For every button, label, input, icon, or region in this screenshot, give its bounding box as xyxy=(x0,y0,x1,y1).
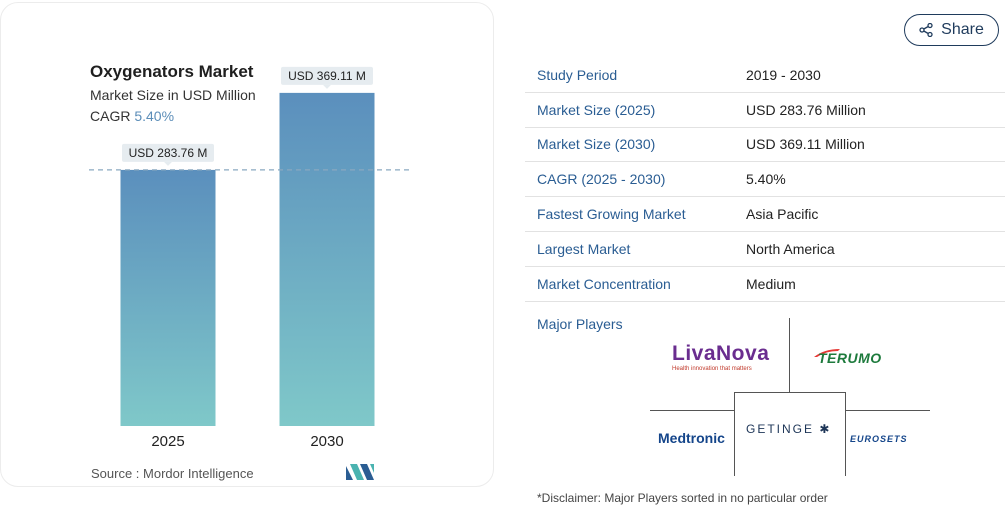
chart-source: Source : Mordor Intelligence xyxy=(91,466,254,481)
livanova-logo: LivaNova xyxy=(672,342,770,365)
stats-row: Market Concentration Medium xyxy=(525,267,1005,302)
chart-title: Oxygenators Market xyxy=(90,62,254,81)
data-label-box xyxy=(122,143,214,162)
grid-divider xyxy=(650,410,734,411)
chart-subtitle: Market Size in USD Million xyxy=(90,87,256,103)
stats-row: Market Size (2025) USD 283.76 Million xyxy=(525,93,1005,128)
stats-key: Fastest Growing Market xyxy=(537,206,686,223)
chart-card: 2025 USD 283.76 M 2030 USD 369.11 M Oxygena… xyxy=(0,2,494,487)
getinge-wordmark: GETINGE xyxy=(746,422,815,436)
stats-value: 2019 - 2030 xyxy=(746,66,821,83)
share-button[interactable]: Share xyxy=(904,14,999,46)
data-label-pointer xyxy=(164,161,172,166)
stats-key: Market Size (2025) xyxy=(537,101,656,118)
stats-value: Medium xyxy=(746,275,796,292)
share-label: Share xyxy=(941,21,984,38)
stats-row: Study Period 2019 - 2030 xyxy=(525,58,1005,93)
stats-row: CAGR (2025 - 2030) 5.40% xyxy=(525,162,1005,198)
cagr-label: CAGR xyxy=(90,108,131,124)
stats-value: North America xyxy=(746,240,835,257)
x-tick-label: 2030 xyxy=(310,433,343,450)
x-tick-label: 2025 xyxy=(151,433,184,450)
stats-key: CAGR (2025 - 2030) xyxy=(537,171,666,188)
stats-key: Market Size (2030) xyxy=(537,136,656,153)
data-label-box xyxy=(281,66,373,85)
stats-row: Market Size (2030) USD 369.11 Million xyxy=(525,128,1005,163)
data-label: USD 369.11 M xyxy=(288,69,366,83)
terumo-logo: TERUMO xyxy=(818,350,882,366)
cagr-value: 5.40% xyxy=(134,108,175,124)
getinge-star-icon: ✱ xyxy=(819,422,832,436)
disclaimer: *Disclaimer: Major Players sorted in no … xyxy=(537,491,828,505)
data-label-pointer xyxy=(323,84,331,89)
grid-divider xyxy=(846,410,930,411)
stats-row: Largest Market North America xyxy=(525,232,1005,267)
livanova-tagline: Health innovation that matters xyxy=(672,366,752,372)
bar-2025 xyxy=(120,169,216,426)
stats-key: Market Concentration xyxy=(537,275,671,292)
bar-2030 xyxy=(279,92,375,426)
stats-value: 5.40% xyxy=(746,171,786,188)
medtronic-logo: Medtronic xyxy=(658,430,725,446)
major-players-grid: LivaNova Health innovation that matters … xyxy=(650,318,930,476)
getinge-logo: GETINGE ✱ xyxy=(746,422,831,436)
stats-value: USD 283.76 Million xyxy=(746,101,866,118)
eurosets-logo: EUROSETS xyxy=(850,434,908,444)
grid-divider xyxy=(789,318,790,392)
data-label: USD 283.76 M xyxy=(129,146,208,160)
center-logo-box xyxy=(734,392,846,476)
stats-row: Fastest Growing Market Asia Pacific xyxy=(525,197,1005,232)
mordor-logo-icon xyxy=(346,464,374,480)
terumo-swoosh-icon xyxy=(814,349,840,357)
market-stats-table: Study Period 2019 - 2030 Market Size (20… xyxy=(525,58,1005,302)
stats-key: Largest Market xyxy=(537,240,631,257)
chart-cagr: CAGR 5.40% xyxy=(90,108,174,124)
stats-value: Asia Pacific xyxy=(746,206,819,223)
stats-key: Study Period xyxy=(537,66,618,83)
share-icon xyxy=(919,23,933,37)
major-players-label: Major Players xyxy=(537,316,623,332)
stats-value: USD 369.11 Million xyxy=(746,136,865,153)
bar-chart: 2025 USD 283.76 M 2030 USD 369.11 M xyxy=(89,66,409,450)
